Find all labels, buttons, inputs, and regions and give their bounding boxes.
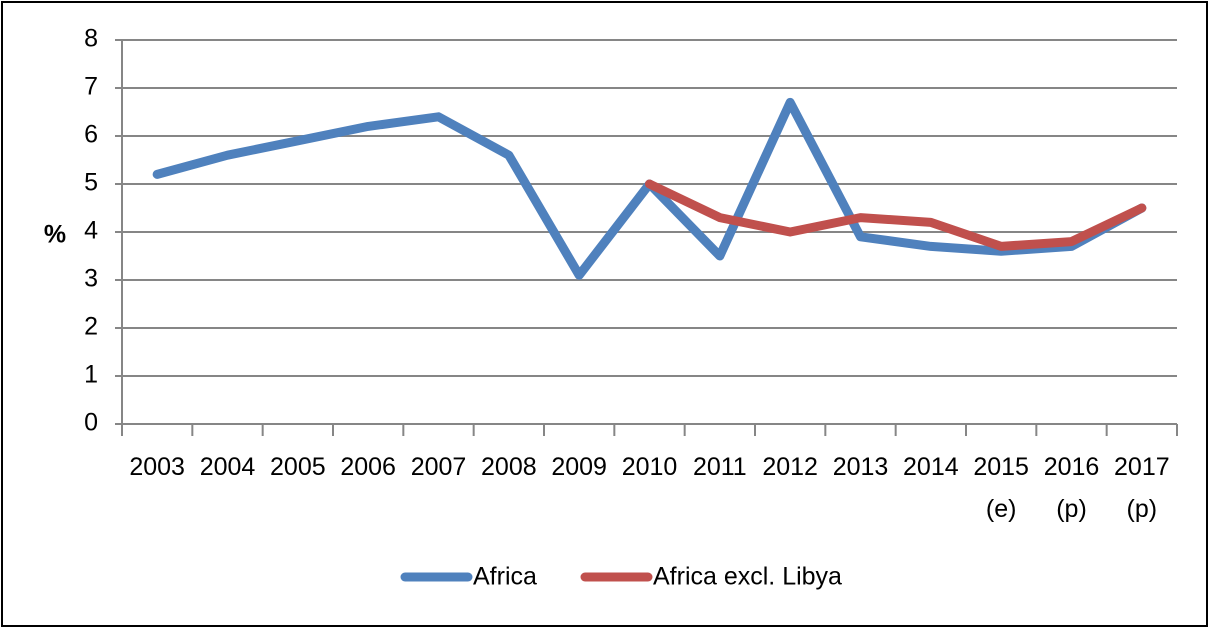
x-tick-label: 2016 (p)	[1044, 453, 1100, 523]
x-tick-label: 2012	[762, 453, 818, 481]
x-tick-label: 2005	[270, 453, 326, 481]
y-tick-label: 7	[84, 73, 98, 101]
y-tick-label: 6	[84, 121, 98, 149]
y-tick-label: 1	[84, 361, 98, 389]
legend-label: Africa	[473, 563, 537, 591]
x-tick-label: 2006	[340, 453, 396, 481]
y-axis-label: %	[44, 221, 66, 249]
y-tick-label: 3	[84, 265, 98, 293]
x-tick-label: 2007	[411, 453, 467, 481]
x-tick-label: 2009	[551, 453, 607, 481]
x-tick-label: 2011	[693, 453, 747, 481]
y-tick-label: 5	[84, 169, 98, 197]
x-tick-label: 2014	[903, 453, 959, 481]
x-tick-label: 2015 (e)	[973, 453, 1029, 523]
x-tick-label: 2003	[129, 453, 185, 481]
legend-label: Africa excl. Libya	[653, 563, 842, 591]
y-tick-label: 8	[84, 25, 98, 53]
y-tick-label: 4	[84, 217, 98, 245]
x-tick-label: 2010	[622, 453, 678, 481]
x-tick-label: 2004	[200, 453, 256, 481]
y-tick-label: 0	[84, 409, 98, 437]
x-tick-label: 2017 (p)	[1114, 453, 1170, 523]
x-tick-label: 2013	[833, 453, 889, 481]
series-line	[645, 179, 1147, 251]
y-tick-label: 2	[84, 313, 98, 341]
x-tick-label: 2008	[481, 453, 537, 481]
